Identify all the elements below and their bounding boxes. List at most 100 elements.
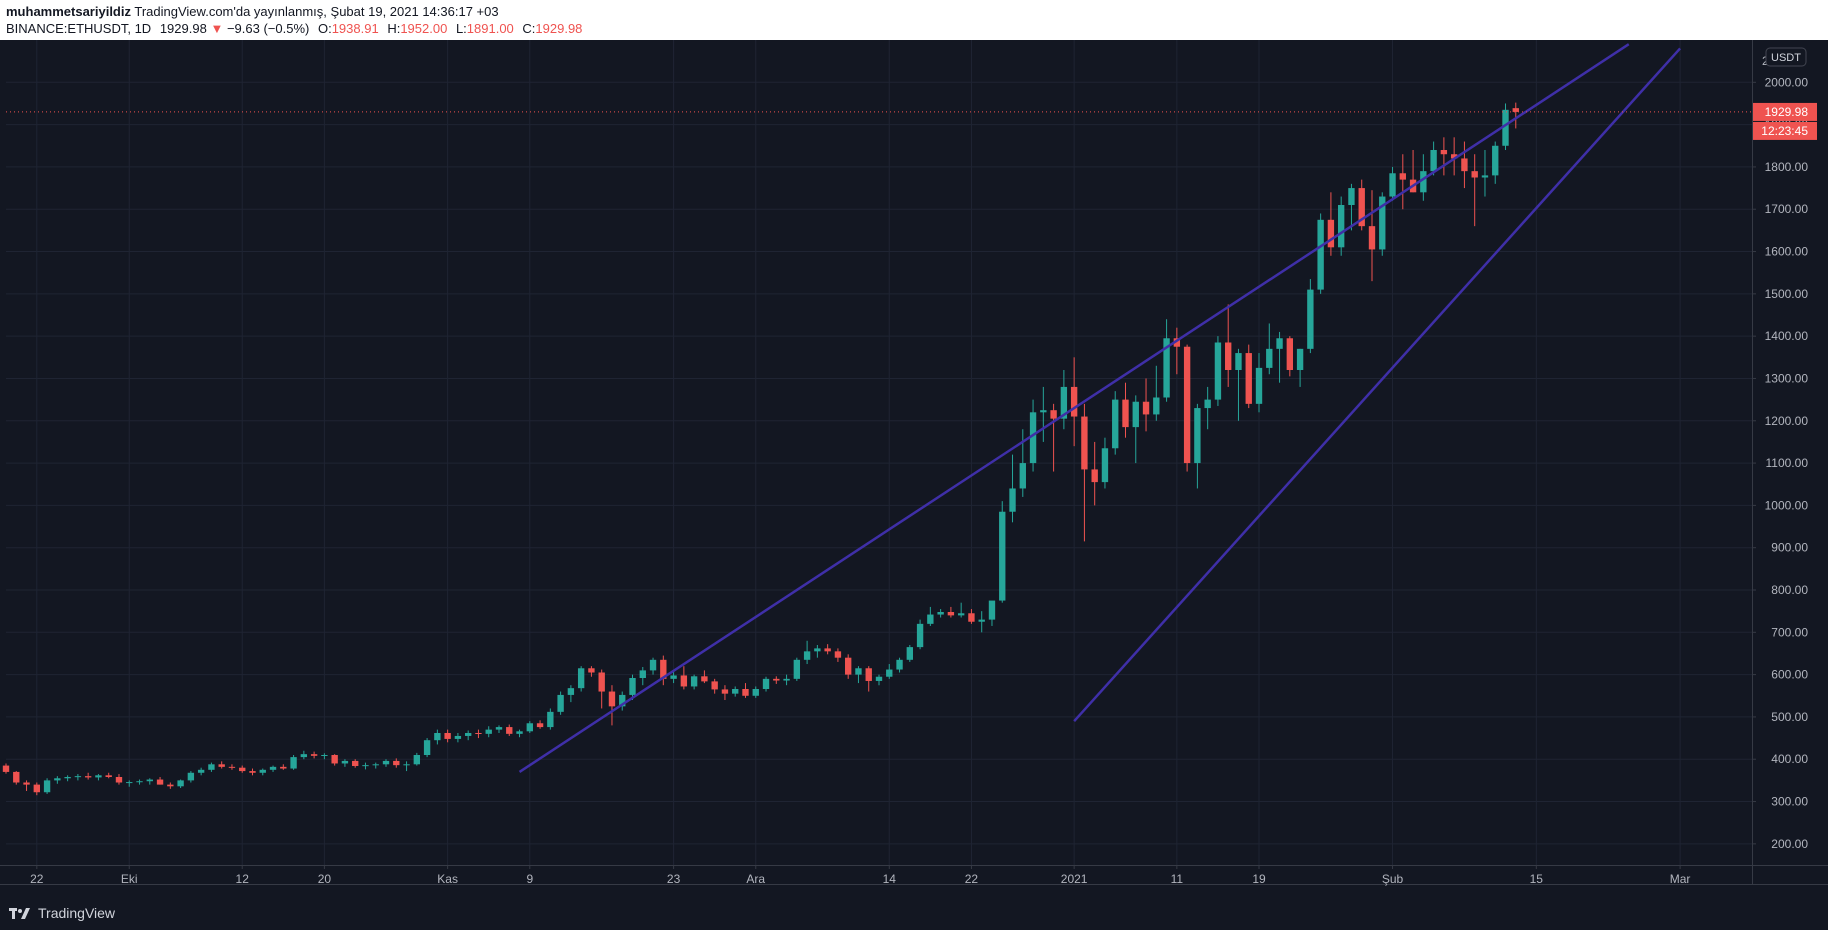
candle-body xyxy=(1317,219,1324,290)
candle-body xyxy=(547,711,554,728)
symbol-label: BINANCE:ETHUSDT, 1D xyxy=(6,21,152,36)
candle-body xyxy=(999,511,1006,601)
candle-body xyxy=(577,668,585,689)
candle-body xyxy=(536,723,544,728)
candle-body xyxy=(300,754,308,758)
candle-body xyxy=(95,775,102,778)
candle-body xyxy=(670,675,677,679)
candle-body xyxy=(1337,205,1345,248)
candle-body xyxy=(1379,196,1386,250)
candle-body xyxy=(1512,108,1519,112)
trendline xyxy=(1073,47,1682,722)
candle-body xyxy=(690,676,698,687)
candle-body xyxy=(968,613,975,622)
candle-body xyxy=(824,648,831,652)
y-tick-label: 600.00 xyxy=(1771,668,1808,682)
candle-body xyxy=(33,784,40,793)
low-label: L: xyxy=(455,21,467,36)
author-name[interactable]: muhammetsariyildiz xyxy=(6,4,131,19)
candle-body xyxy=(218,764,225,767)
y-tick-label: 800.00 xyxy=(1771,583,1808,597)
candle-body xyxy=(1399,173,1406,180)
candle-body xyxy=(208,764,215,770)
candle-body xyxy=(1307,289,1314,349)
candle-body xyxy=(434,733,441,741)
candle-body xyxy=(1194,408,1201,464)
candle-body xyxy=(1101,448,1109,483)
x-tick-label: Eki xyxy=(121,872,138,886)
open-label: O: xyxy=(317,21,332,36)
candle-body xyxy=(464,733,472,736)
candle-body xyxy=(732,689,739,694)
candle-body xyxy=(1348,188,1355,205)
candle-body xyxy=(403,764,410,766)
candle-body xyxy=(423,740,431,755)
candle-body xyxy=(341,760,349,764)
y-tick-label: 300.00 xyxy=(1771,795,1808,809)
y-tick-label: 1300.00 xyxy=(1765,371,1809,385)
candle-body xyxy=(321,755,328,756)
candle-body xyxy=(54,778,61,781)
candlestick-chart[interactable]: 200.00 300.00 400.00 500.00 600.00 700.00 800.… xyxy=(0,40,1828,930)
candle-body xyxy=(1389,173,1396,197)
candle-body xyxy=(156,779,164,785)
y-tick-label: 1500.00 xyxy=(1765,287,1809,301)
candle-body xyxy=(803,651,811,660)
currency-label: USDT xyxy=(1771,52,1801,64)
y-tick-label: 1600.00 xyxy=(1765,245,1809,259)
candle-body xyxy=(1040,410,1047,413)
candle-body xyxy=(567,688,575,695)
publish-text: TradingView.com'da yayınlanmış, Şubat 19… xyxy=(134,4,499,19)
candle-body xyxy=(711,681,718,690)
candle-body xyxy=(259,769,266,773)
x-tick-label: Şub xyxy=(1382,872,1404,886)
candle-body xyxy=(557,694,564,712)
candle-body xyxy=(167,784,174,787)
candle-body xyxy=(1060,386,1068,419)
tradingview-brand: TradingView xyxy=(38,905,116,921)
candle-body xyxy=(1286,338,1294,370)
chart-header: muhammetsariyildiz TradingView.com'da ya… xyxy=(0,0,1828,40)
candle-body xyxy=(269,766,277,770)
candle-body xyxy=(1450,154,1458,159)
candle-body xyxy=(947,612,955,616)
candle-body xyxy=(43,780,51,793)
candle-body xyxy=(639,670,646,678)
candle-body xyxy=(1029,412,1037,464)
candle-body xyxy=(660,659,667,679)
candle-body xyxy=(74,776,82,778)
x-tick-label: 12 xyxy=(236,872,250,886)
candle-body xyxy=(362,765,369,767)
candle-body xyxy=(793,659,801,679)
candle-body xyxy=(701,676,708,682)
close-value: 1929.98 xyxy=(535,21,583,36)
open-value: 1938.91 xyxy=(331,21,379,36)
publish-info: muhammetsariyildiz TradingView.com'da ya… xyxy=(6,4,499,19)
x-tick-label: 19 xyxy=(1252,872,1266,886)
candle-body xyxy=(742,689,749,696)
candle-body xyxy=(290,757,297,769)
candle-body xyxy=(115,777,123,783)
candle-body xyxy=(1112,399,1119,449)
tradingview-logo[interactable]: TradingView xyxy=(8,903,115,923)
change-down-icon: ▼ xyxy=(210,21,224,36)
candle-body xyxy=(187,772,195,781)
x-tick-label: 22 xyxy=(965,872,979,886)
close-label: C: xyxy=(522,21,536,36)
candle-body xyxy=(845,657,852,675)
price-tag xyxy=(1753,102,1817,121)
candle-body xyxy=(957,613,965,616)
candle-body xyxy=(1173,338,1181,347)
candle-body xyxy=(814,648,821,652)
candle-body xyxy=(1358,188,1365,227)
trendline xyxy=(518,43,1630,773)
candle-body xyxy=(855,668,862,675)
chart-area[interactable]: 200.00 300.00 400.00 500.00 600.00 700.00 800.… xyxy=(0,40,1828,930)
x-tick-label: 9 xyxy=(526,872,533,886)
candle-body xyxy=(1368,226,1376,250)
candle-body xyxy=(1204,399,1211,409)
y-tick-label: 1100.00 xyxy=(1766,456,1809,470)
candle-body xyxy=(228,766,236,768)
x-tick-label: 11 xyxy=(1171,872,1184,886)
y-tick-label: 1200.00 xyxy=(1765,414,1809,428)
